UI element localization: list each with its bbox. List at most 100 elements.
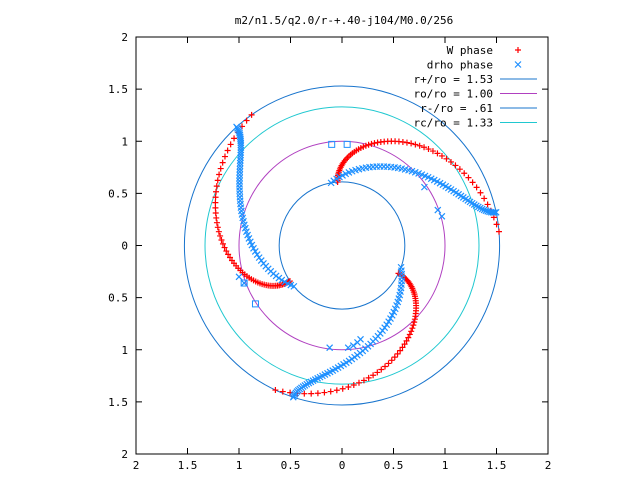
point-1-extra-0 — [420, 183, 428, 191]
point-0-0-58 — [493, 221, 500, 228]
legend-symbol-0 — [515, 47, 521, 53]
point-1-0-52 — [480, 206, 488, 214]
point-1-extra-2 — [438, 212, 446, 220]
point-1-1-35 — [236, 180, 243, 188]
point-0-1-46 — [213, 188, 220, 195]
point-0-2-34 — [399, 344, 406, 351]
x-tick-label-7: 1.5 — [487, 459, 507, 472]
point-0-2-59 — [272, 387, 279, 394]
point-0-0-27 — [371, 140, 378, 147]
point-0-2-30 — [406, 331, 413, 338]
point-1-2-14 — [388, 311, 396, 319]
point-0-1-33 — [223, 248, 230, 255]
point-0-0-49 — [461, 170, 468, 177]
point-0-2-40 — [382, 363, 389, 370]
point-0-2-33 — [401, 341, 408, 348]
legend-label-2: r+/ro = 1.53 — [414, 73, 493, 86]
point-0-2-26 — [411, 319, 418, 326]
point-1-extra-5 — [349, 342, 357, 350]
point-0-1-40 — [213, 219, 220, 226]
point-0-0-44 — [438, 152, 445, 159]
y-tick-label-5: 0.5 — [108, 187, 128, 200]
point-1-1-33 — [236, 187, 244, 195]
x-tick-label-4: 0 — [339, 459, 346, 472]
reference-circles — [183, 85, 501, 406]
square-marker-3 — [251, 300, 259, 308]
point-0-2-39 — [385, 360, 392, 367]
point-0-2-51 — [327, 388, 334, 395]
point-0-2-25 — [411, 316, 418, 323]
point-1-1-37 — [236, 174, 244, 182]
point-0-1-31 — [227, 254, 234, 261]
point-1-1-38 — [236, 171, 244, 179]
point-0-0-47 — [452, 162, 459, 169]
point-0-2-49 — [339, 385, 346, 392]
legend-label-3: ro/ro = 1.00 — [414, 88, 493, 101]
point-1-0-59 — [492, 208, 500, 216]
point-0-2-29 — [408, 328, 415, 335]
point-0-2-35 — [397, 347, 404, 354]
y-tick-label-8: 2 — [121, 31, 128, 44]
point-0-0-54 — [481, 195, 488, 202]
point-0-2-37 — [391, 354, 398, 361]
point-1-1-39 — [236, 168, 244, 176]
axis-ticks: 2 1.5 1 0.5 0 0.5 1 1.5 221.510.500.511.52 — [108, 31, 551, 472]
point-0-1-43 — [212, 204, 219, 211]
point-0-2-44 — [365, 374, 372, 381]
point-0-2-53 — [314, 390, 321, 397]
point-1-2-15 — [387, 315, 394, 322]
point-0-0-45 — [443, 155, 450, 162]
point-1-0-58 — [491, 209, 498, 216]
point-0-2-36 — [394, 350, 401, 357]
point-0-1-55 — [231, 135, 238, 142]
chart-title: m2/n1.5/q2.0/r-+.40-j104/M0.0/256 — [235, 14, 454, 27]
point-0-1-59 — [248, 111, 255, 118]
point-1-1-36 — [236, 177, 243, 185]
point-1-1-43 — [236, 156, 244, 164]
point-1-extra-8 — [240, 279, 248, 287]
point-1-1-44 — [237, 154, 244, 162]
point-0-1-49 — [216, 171, 223, 178]
y-tick-label-0: 2 — [121, 448, 128, 461]
point-0-0-24 — [362, 142, 369, 149]
point-0-2-46 — [355, 379, 362, 386]
legend-label-4: r-/ro = .61 — [420, 102, 493, 115]
point-0-2-41 — [378, 366, 385, 373]
point-0-0-53 — [477, 189, 484, 196]
point-0-0-42 — [429, 148, 436, 155]
point-0-2-48 — [345, 383, 352, 390]
point-0-1-34 — [221, 244, 228, 251]
point-0-2-38 — [388, 357, 395, 364]
point-0-0-48 — [456, 166, 463, 173]
y-tick-label-3: 0.5 — [108, 292, 128, 305]
circle-3 — [204, 106, 480, 385]
point-0-0-25 — [365, 141, 372, 148]
point-0-0-46 — [447, 158, 454, 165]
point-0-0-36 — [403, 139, 410, 146]
x-tick-label-6: 1 — [442, 459, 449, 472]
point-1-2-16 — [385, 318, 393, 326]
point-0-0-55 — [484, 201, 491, 208]
point-1-1-34 — [236, 184, 243, 191]
point-0-0-43 — [434, 150, 441, 157]
y-tick-label-2: 1 — [121, 344, 128, 357]
point-1-1-4 — [278, 276, 286, 284]
point-0-1-36 — [218, 237, 225, 244]
x-tick-label-3: 0.5 — [281, 459, 301, 472]
point-0-0-39 — [416, 142, 423, 149]
point-1-2-58 — [290, 392, 298, 400]
legend-label-5: rc/ro = 1.33 — [414, 117, 493, 130]
point-0-1-37 — [217, 232, 224, 239]
point-0-1-58 — [243, 117, 250, 124]
point-0-0-37 — [408, 140, 415, 147]
point-0-1-50 — [217, 165, 224, 172]
legend-label-1: drho phase — [427, 59, 493, 72]
point-0-2-31 — [405, 334, 412, 341]
point-1-1-45 — [237, 151, 245, 159]
legend-label-0: W phase — [447, 44, 493, 57]
point-0-1-38 — [215, 228, 222, 235]
point-1-extra-1 — [434, 206, 442, 214]
point-1-1-15 — [251, 248, 259, 255]
point-0-2-28 — [409, 325, 416, 332]
